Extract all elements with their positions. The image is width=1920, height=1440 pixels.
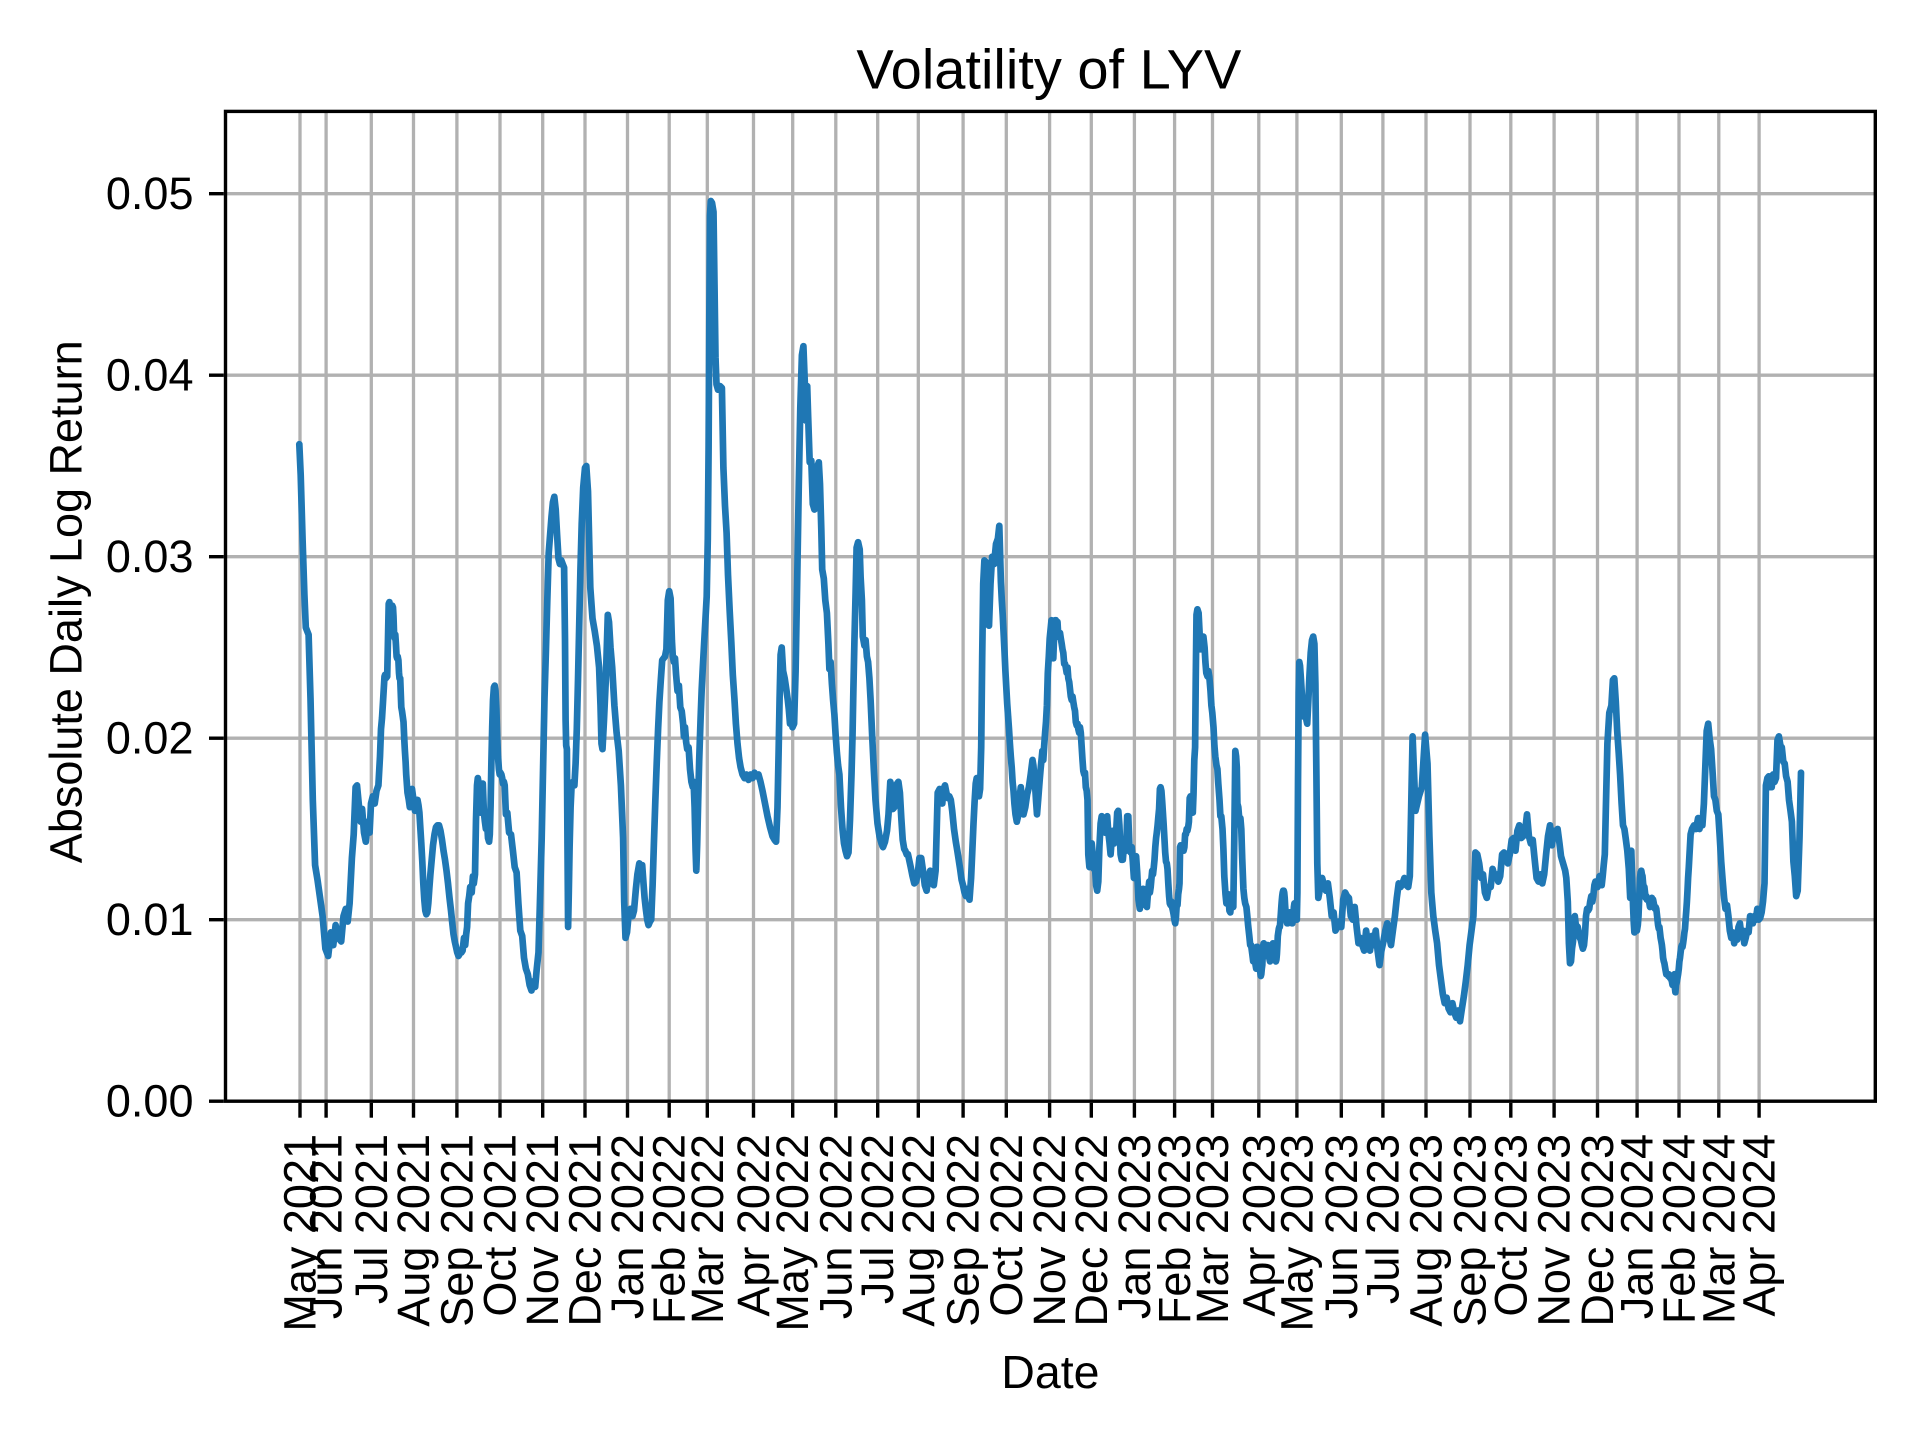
svg-text:Aug 2022: Aug 2022	[893, 1134, 944, 1327]
svg-text:May 2023: May 2023	[1271, 1134, 1322, 1332]
svg-text:Sep 2022: Sep 2022	[938, 1134, 989, 1327]
svg-text:Jun 2023: Jun 2023	[1316, 1134, 1367, 1319]
svg-text:Jan 2022: Jan 2022	[602, 1134, 653, 1319]
svg-text:Sep 2023: Sep 2023	[1445, 1134, 1496, 1327]
svg-text:Dec 2021: Dec 2021	[560, 1134, 611, 1327]
svg-text:May 2022: May 2022	[767, 1134, 818, 1332]
svg-text:0.00: 0.00	[106, 1076, 194, 1127]
svg-text:0.01: 0.01	[106, 894, 194, 945]
svg-text:Mar 2022: Mar 2022	[682, 1134, 733, 1324]
svg-text:Oct 2021: Oct 2021	[475, 1134, 526, 1317]
svg-text:Date: Date	[1001, 1346, 1099, 1398]
svg-text:Volatility of LYV: Volatility of LYV	[856, 38, 1242, 101]
svg-text:Jun 2022: Jun 2022	[810, 1134, 861, 1319]
svg-text:Feb 2024: Feb 2024	[1654, 1134, 1705, 1324]
svg-text:Apr 2022: Apr 2022	[728, 1134, 779, 1317]
svg-text:Nov 2021: Nov 2021	[517, 1134, 568, 1327]
svg-text:Jul 2022: Jul 2022	[852, 1134, 903, 1304]
svg-text:Jan 2024: Jan 2024	[1612, 1134, 1663, 1319]
svg-text:Sep 2021: Sep 2021	[431, 1134, 482, 1327]
svg-text:Mar 2024: Mar 2024	[1693, 1134, 1744, 1324]
svg-text:Apr 2024: Apr 2024	[1734, 1134, 1785, 1317]
svg-text:Feb 2023: Feb 2023	[1149, 1134, 1200, 1324]
svg-text:Mar 2023: Mar 2023	[1187, 1134, 1238, 1324]
svg-text:Nov 2022: Nov 2022	[1024, 1134, 1075, 1327]
svg-text:May 2021: May 2021	[275, 1134, 326, 1332]
svg-text:0.02: 0.02	[106, 713, 194, 764]
svg-text:Oct 2022: Oct 2022	[981, 1134, 1032, 1317]
svg-text:Nov 2023: Nov 2023	[1529, 1134, 1580, 1327]
svg-text:Dec 2022: Dec 2022	[1066, 1134, 1117, 1327]
svg-text:Aug 2023: Aug 2023	[1401, 1134, 1452, 1327]
svg-text:Apr 2023: Apr 2023	[1233, 1134, 1284, 1317]
svg-text:0.05: 0.05	[106, 168, 194, 219]
svg-text:Dec 2023: Dec 2023	[1572, 1134, 1623, 1327]
svg-text:Feb 2022: Feb 2022	[644, 1134, 695, 1324]
svg-text:Jun 2021: Jun 2021	[301, 1134, 352, 1319]
svg-text:0.03: 0.03	[106, 531, 194, 582]
svg-text:Oct 2023: Oct 2023	[1485, 1134, 1536, 1317]
svg-text:Jul 2021: Jul 2021	[346, 1134, 397, 1304]
svg-text:Aug 2021: Aug 2021	[388, 1134, 439, 1327]
svg-text:Jan 2023: Jan 2023	[1109, 1134, 1160, 1319]
svg-text:Jul 2023: Jul 2023	[1357, 1134, 1408, 1304]
svg-text:Absolute Daily Log Return: Absolute Daily Log Return	[41, 340, 92, 863]
svg-text:0.04: 0.04	[106, 350, 194, 401]
